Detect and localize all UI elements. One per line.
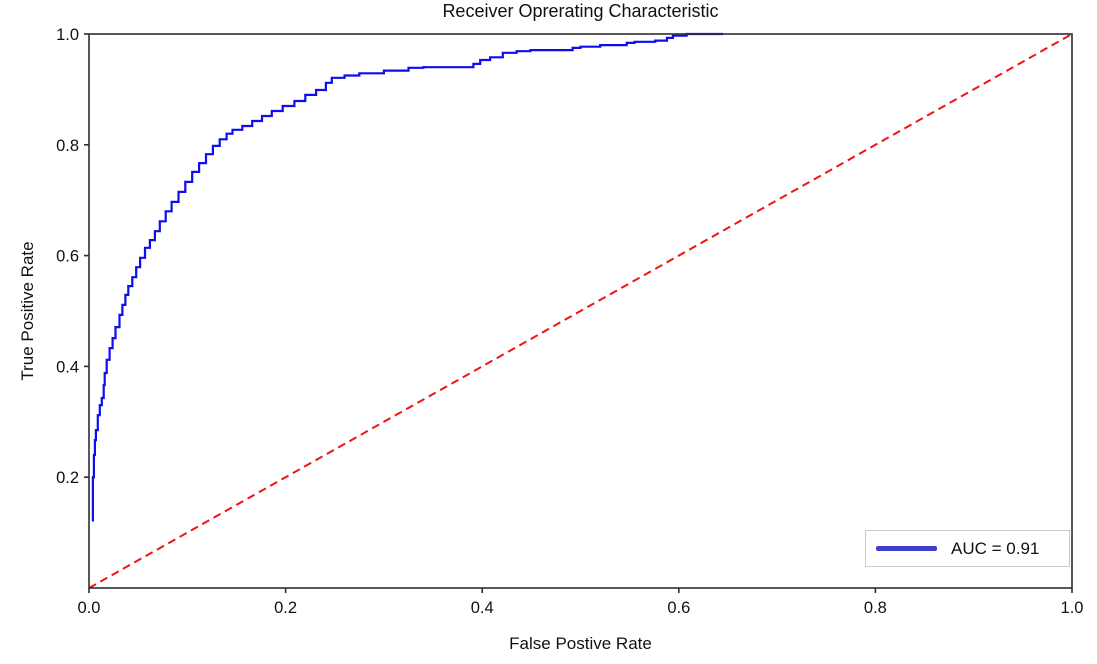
- legend-box: AUC = 0.91: [865, 530, 1070, 567]
- y-tick-label: 0.6: [56, 248, 79, 266]
- legend-auc-label: AUC = 0.91: [951, 538, 1040, 558]
- x-tick-label: 0.4: [471, 599, 494, 617]
- chance-diagonal-line: [88, 33, 1073, 589]
- x-axis-label: False Postive Rate: [509, 634, 652, 653]
- x-tick-label: 0.8: [864, 599, 887, 617]
- x-tick-label: 0.0: [78, 599, 101, 617]
- y-tick-label: 0.4: [56, 358, 79, 376]
- axes-spines: [88, 33, 1073, 589]
- x-tick-label: 0.2: [274, 599, 297, 617]
- y-tick-label: 1.0: [56, 26, 79, 44]
- x-tick-label: 1.0: [1061, 599, 1084, 617]
- x-tick-label: 0.6: [667, 599, 690, 617]
- legend-line-swatch: [876, 546, 937, 551]
- y-tick-label: 0.8: [56, 137, 79, 155]
- chart-title: Receiver Oprerating Characteristic: [442, 1, 719, 21]
- roc-curve-line: [91, 32, 723, 522]
- y-tick-label: 0.2: [56, 469, 79, 487]
